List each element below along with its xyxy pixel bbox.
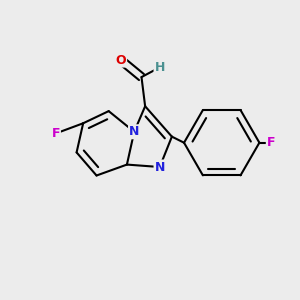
Text: O: O <box>116 54 126 67</box>
Text: N: N <box>154 160 165 173</box>
Text: F: F <box>267 136 275 149</box>
Text: N: N <box>129 125 140 138</box>
Text: F: F <box>51 127 60 140</box>
Text: H: H <box>154 61 165 74</box>
